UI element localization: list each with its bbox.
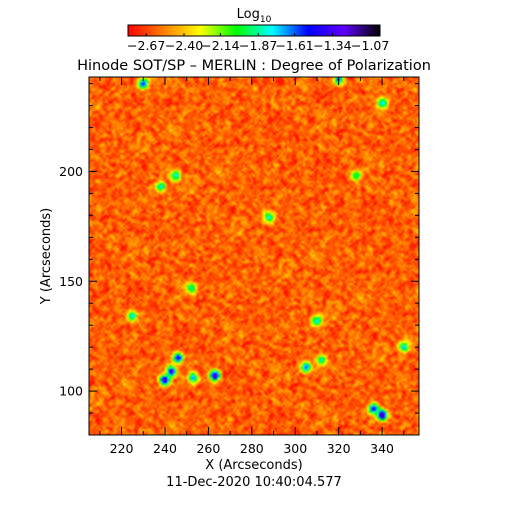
y-axis: 100 150 200 [59, 83, 419, 414]
timestamp: 11-Dec-2020 10:40:04.577 [166, 475, 342, 490]
colorbar-tick-label: −1.61 [275, 38, 313, 53]
x-axis-tick-label: 240 [153, 441, 177, 456]
plot-area: 220 240 260 280 300 320 340 100 150 200 [59, 76, 420, 456]
plot-frame [88, 76, 420, 436]
x-axis: 220 240 260 280 300 320 340 [99, 77, 405, 456]
chart-title: Hinode SOT/SP – MERLIN : Degree of Polar… [77, 58, 431, 74]
heatmap-image [89, 77, 419, 435]
colorbar-tick-label: −1.34 [313, 38, 351, 53]
x-axis-tick-label: 280 [240, 441, 264, 456]
colorbar-tick-label: −1.87 [239, 38, 277, 53]
y-axis-label: Y (Arcseconds) [39, 208, 54, 305]
y-axis-tick-label: 100 [59, 384, 83, 399]
x-axis-label: X (Arcseconds) [205, 458, 302, 473]
x-axis-tick-label: 260 [196, 441, 220, 456]
y-axis-tick-label: 150 [59, 274, 83, 289]
colorbar-label: Log10 [237, 7, 272, 25]
colorbar-ticks: −2.67 −2.40−2.14 −1.87−1.61 −1.34 −1.07 [127, 33, 389, 53]
colorbar-tick-label: −2.40 [165, 38, 203, 53]
x-axis-tick-label: 340 [370, 441, 394, 456]
x-axis-tick-label: 320 [327, 441, 351, 456]
x-axis-tick-label: 220 [110, 441, 134, 456]
colorbar-gradient [127, 24, 381, 37]
colorbar-tick-label: −1.07 [351, 38, 389, 53]
colorbar-tick-label: −2.14 [201, 38, 239, 53]
y-axis-tick-label: 200 [59, 164, 83, 179]
colorbar-tick-label: −2.67 [127, 38, 165, 53]
colorbar: Log10 −2.67 −2.40−2.14 −1.87−1.61 −1.34 −1.0… [127, 7, 389, 53]
x-axis-tick-label: 300 [283, 441, 307, 456]
